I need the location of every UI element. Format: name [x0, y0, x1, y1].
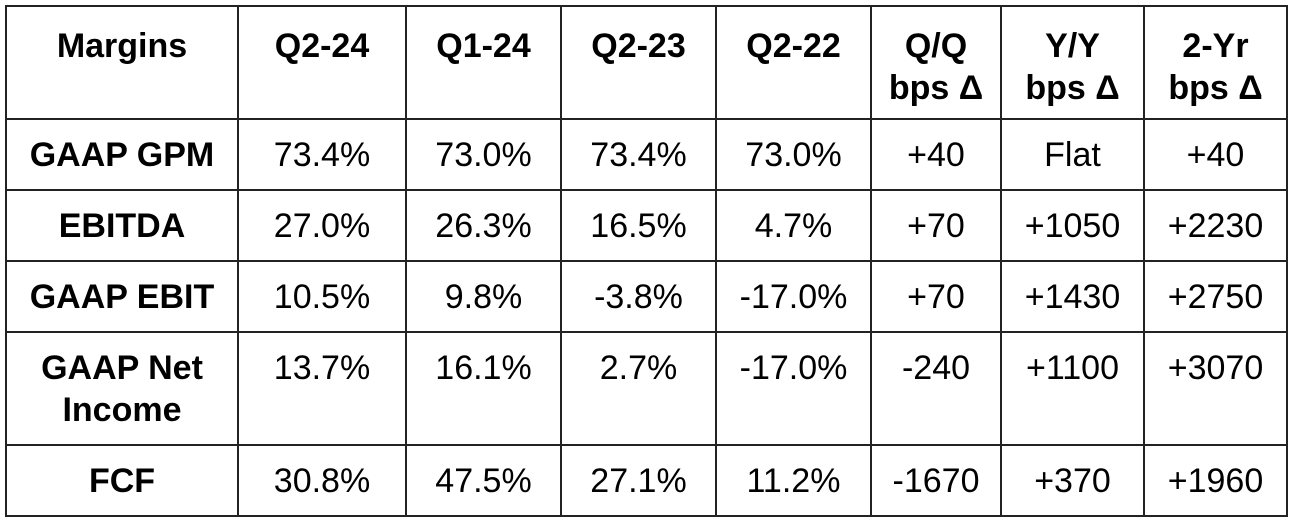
data-cell: +1430	[1000, 260, 1145, 333]
data-cell: -3.8%	[560, 260, 717, 333]
data-cell: +40	[1143, 118, 1288, 191]
data-cell: 27.1%	[560, 444, 717, 517]
data-cell: 73.0%	[715, 118, 872, 191]
row-label: GAAP GPM	[5, 118, 239, 191]
margins-table: Margins Q2-24 Q1-24 Q2-23 Q2-22 Q/Q bps Δ Y/Y …	[5, 5, 1288, 517]
header-row: Margins Q2-24 Q1-24 Q2-23 Q2-22 Q/Q bps Δ Y/Y …	[5, 5, 1288, 120]
table-row: GAAP Net Income 13.7% 16.1% 2.7% -17.0% -240 +…	[5, 331, 1288, 446]
data-cell: 47.5%	[405, 444, 562, 517]
data-cell: +2750	[1143, 260, 1288, 333]
table-row: GAAP GPM 73.4% 73.0% 73.4% 73.0% +40 Flat +40	[5, 118, 1288, 191]
row-label: FCF	[5, 444, 239, 517]
data-cell: 13.7%	[237, 331, 407, 446]
table-row: FCF 30.8% 47.5% 27.1% 11.2% -1670 +370 +1960	[5, 444, 1288, 517]
data-cell: Flat	[1000, 118, 1145, 191]
data-cell: +2230	[1143, 189, 1288, 262]
row-label: GAAP Net Income	[5, 331, 239, 446]
data-cell: 26.3%	[405, 189, 562, 262]
data-cell: -17.0%	[715, 260, 872, 333]
header-cell: 2-Yr bps Δ	[1143, 5, 1288, 120]
data-cell: 73.4%	[237, 118, 407, 191]
header-cell: Margins	[5, 5, 239, 120]
data-cell: +1960	[1143, 444, 1288, 517]
data-cell: 16.1%	[405, 331, 562, 446]
data-cell: 10.5%	[237, 260, 407, 333]
data-cell: -240	[870, 331, 1002, 446]
table-row: EBITDA 27.0% 26.3% 16.5% 4.7% +70 +1050 +2230	[5, 189, 1288, 262]
data-cell: -1670	[870, 444, 1002, 517]
data-cell: -17.0%	[715, 331, 872, 446]
table-body: GAAP GPM 73.4% 73.0% 73.4% 73.0% +40 Flat +40 EB…	[5, 118, 1288, 517]
data-cell: +370	[1000, 444, 1145, 517]
header-cell: Q2-23	[560, 5, 717, 120]
data-cell: 4.7%	[715, 189, 872, 262]
header-cell: Q2-24	[237, 5, 407, 120]
data-cell: 16.5%	[560, 189, 717, 262]
row-label: EBITDA	[5, 189, 239, 262]
data-cell: +3070	[1143, 331, 1288, 446]
data-cell: 11.2%	[715, 444, 872, 517]
data-cell: +40	[870, 118, 1002, 191]
data-cell: +70	[870, 260, 1002, 333]
data-cell: +1050	[1000, 189, 1145, 262]
table-row: GAAP EBIT 10.5% 9.8% -3.8% -17.0% +70 +1430 +27…	[5, 260, 1288, 333]
data-cell: 30.8%	[237, 444, 407, 517]
data-cell: 73.0%	[405, 118, 562, 191]
data-cell: +1100	[1000, 331, 1145, 446]
header-cell: Q2-22	[715, 5, 872, 120]
data-cell: 2.7%	[560, 331, 717, 446]
data-cell: 73.4%	[560, 118, 717, 191]
data-cell: +70	[870, 189, 1002, 262]
data-cell: 9.8%	[405, 260, 562, 333]
header-cell: Q1-24	[405, 5, 562, 120]
header-cell: Y/Y bps Δ	[1000, 5, 1145, 120]
data-cell: 27.0%	[237, 189, 407, 262]
row-label: GAAP EBIT	[5, 260, 239, 333]
header-cell: Q/Q bps Δ	[870, 5, 1002, 120]
